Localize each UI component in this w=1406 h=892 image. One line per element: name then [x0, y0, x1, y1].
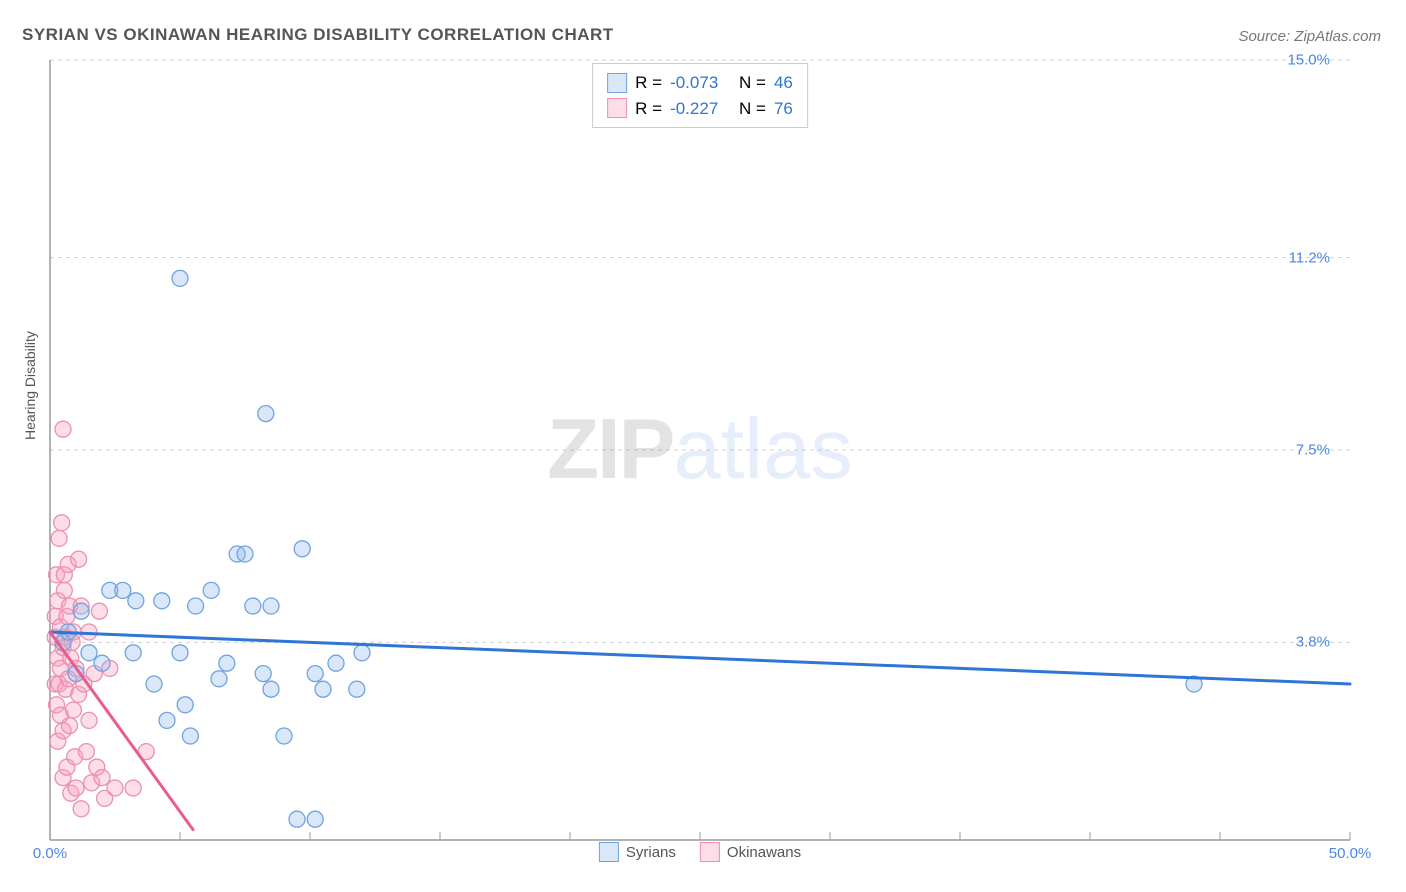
legend-row-okinawans: R = -0.227 N = 76	[607, 96, 793, 122]
legend-item-okinawans: Okinawans	[700, 842, 801, 862]
swatch-syrians	[607, 73, 627, 93]
legend-stats-box: R = -0.073 N = 46 R = -0.227 N = 76	[592, 63, 808, 128]
swatch-okinawans	[607, 98, 627, 118]
swatch-syrians-2	[599, 842, 619, 862]
ytick-label: 3.8%	[1296, 634, 1330, 651]
legend-R-syrians: -0.073	[670, 70, 718, 96]
legend-R-okinawans: -0.227	[670, 96, 718, 122]
xtick-label: 0.0%	[33, 845, 67, 862]
xtick-label: 50.0%	[1329, 845, 1372, 862]
scatter-svg	[50, 60, 1350, 840]
legend-label-syrians: Syrians	[626, 844, 676, 861]
legend-R-label-2: R =	[635, 96, 662, 122]
y-axis-label: Hearing Disability	[22, 331, 38, 440]
legend-R-label: R =	[635, 70, 662, 96]
ytick-label: 7.5%	[1296, 442, 1330, 459]
legend-row-syrians: R = -0.073 N = 46	[607, 70, 793, 96]
legend-N-label: N =	[739, 70, 766, 96]
legend-label-okinawans: Okinawans	[727, 844, 801, 861]
ytick-label: 15.0%	[1287, 52, 1330, 69]
legend-N-syrians: 46	[774, 70, 793, 96]
ytick-label: 11.2%	[1289, 249, 1330, 266]
chart-plot-area: ZIPatlas R = -0.073 N = 46 R = -0.227 N …	[50, 60, 1350, 840]
legend-N-okinawans: 76	[774, 96, 793, 122]
legend-bottom: Syrians Okinawans	[599, 842, 801, 862]
legend-N-label-2: N =	[739, 96, 766, 122]
source-label: Source: ZipAtlas.com	[1238, 28, 1381, 45]
chart-title: SYRIAN VS OKINAWAN HEARING DISABILITY CO…	[22, 25, 614, 45]
swatch-okinawans-2	[700, 842, 720, 862]
legend-item-syrians: Syrians	[599, 842, 676, 862]
